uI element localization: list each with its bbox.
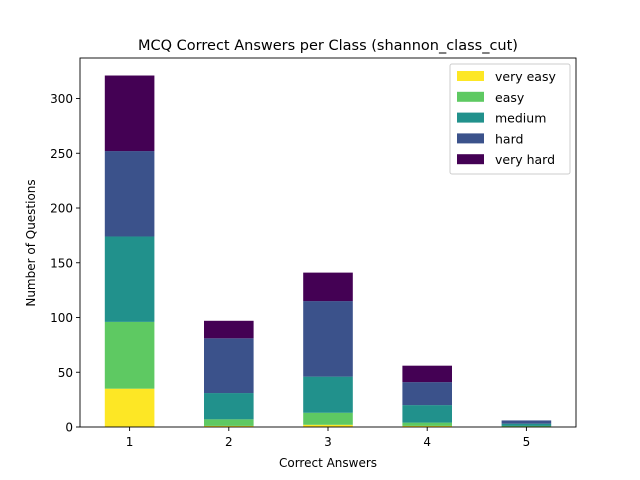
y-tick-label: 0 <box>65 421 73 435</box>
bar-segment-very-easy-2 <box>204 425 254 427</box>
bar-segment-medium-2 <box>204 393 254 420</box>
chart-title: MCQ Correct Answers per Class (shannon_c… <box>138 38 518 54</box>
bar-segment-easy-3 <box>303 412 353 425</box>
x-axis-label: Correct Answers <box>279 456 377 470</box>
legend: very easy easy medium hard very hard <box>449 63 571 175</box>
y-tick-label: 50 <box>58 366 73 380</box>
y-tick-label: 200 <box>50 202 73 216</box>
legend-box <box>449 63 571 175</box>
bar-segment-easy-5 <box>501 425 552 427</box>
bar-segment-very-hard-4 <box>402 365 452 383</box>
legend-swatch <box>457 71 484 81</box>
bar-segment-very-easy-3 <box>303 424 353 427</box>
bar-segment-medium-3 <box>303 376 353 413</box>
legend-swatch <box>457 154 484 165</box>
y-tick-label: 250 <box>50 147 73 161</box>
bar-segment-very-hard-3 <box>303 272 353 302</box>
x-tick-label: 2 <box>225 435 233 449</box>
legend-swatch <box>457 133 484 144</box>
bar-segment-hard-4 <box>402 382 452 406</box>
bar-segment-easy-2 <box>204 419 254 426</box>
bar-segment-hard-3 <box>303 301 353 377</box>
legend-swatch <box>457 112 484 123</box>
bar-segment-very-hard-1 <box>104 75 155 152</box>
x-tick-label: 4 <box>423 435 431 449</box>
x-tick-label: 5 <box>523 435 531 449</box>
legend-label: hard <box>495 131 523 146</box>
x-tick-label: 3 <box>324 435 332 449</box>
legend-label: medium <box>495 111 546 126</box>
bar-segment-medium-4 <box>402 405 452 423</box>
bar-segment-hard-1 <box>104 151 155 237</box>
legend-label: very easy <box>495 69 556 84</box>
bar-segment-medium-5 <box>501 423 552 426</box>
legend-label: very hard <box>495 152 555 167</box>
y-tick-label: 300 <box>50 92 73 106</box>
bar-segment-hard-2 <box>204 338 254 394</box>
y-tick-label: 100 <box>50 311 73 325</box>
bar-segment-easy-4 <box>402 422 452 426</box>
bar-segment-very-easy-4 <box>402 425 452 427</box>
legend-swatch <box>457 91 484 102</box>
y-axis-label: Number of Questions <box>24 179 38 306</box>
bar-segment-hard-5 <box>501 420 552 424</box>
legend-label: easy <box>495 90 525 105</box>
x-tick-label: 1 <box>126 435 134 449</box>
bar-segment-easy-1 <box>104 321 155 389</box>
bar-segment-medium-1 <box>104 236 155 322</box>
y-tick-label: 150 <box>50 256 73 270</box>
bar-segment-very-easy-1 <box>104 388 155 427</box>
bar-segment-very-hard-2 <box>204 320 254 339</box>
